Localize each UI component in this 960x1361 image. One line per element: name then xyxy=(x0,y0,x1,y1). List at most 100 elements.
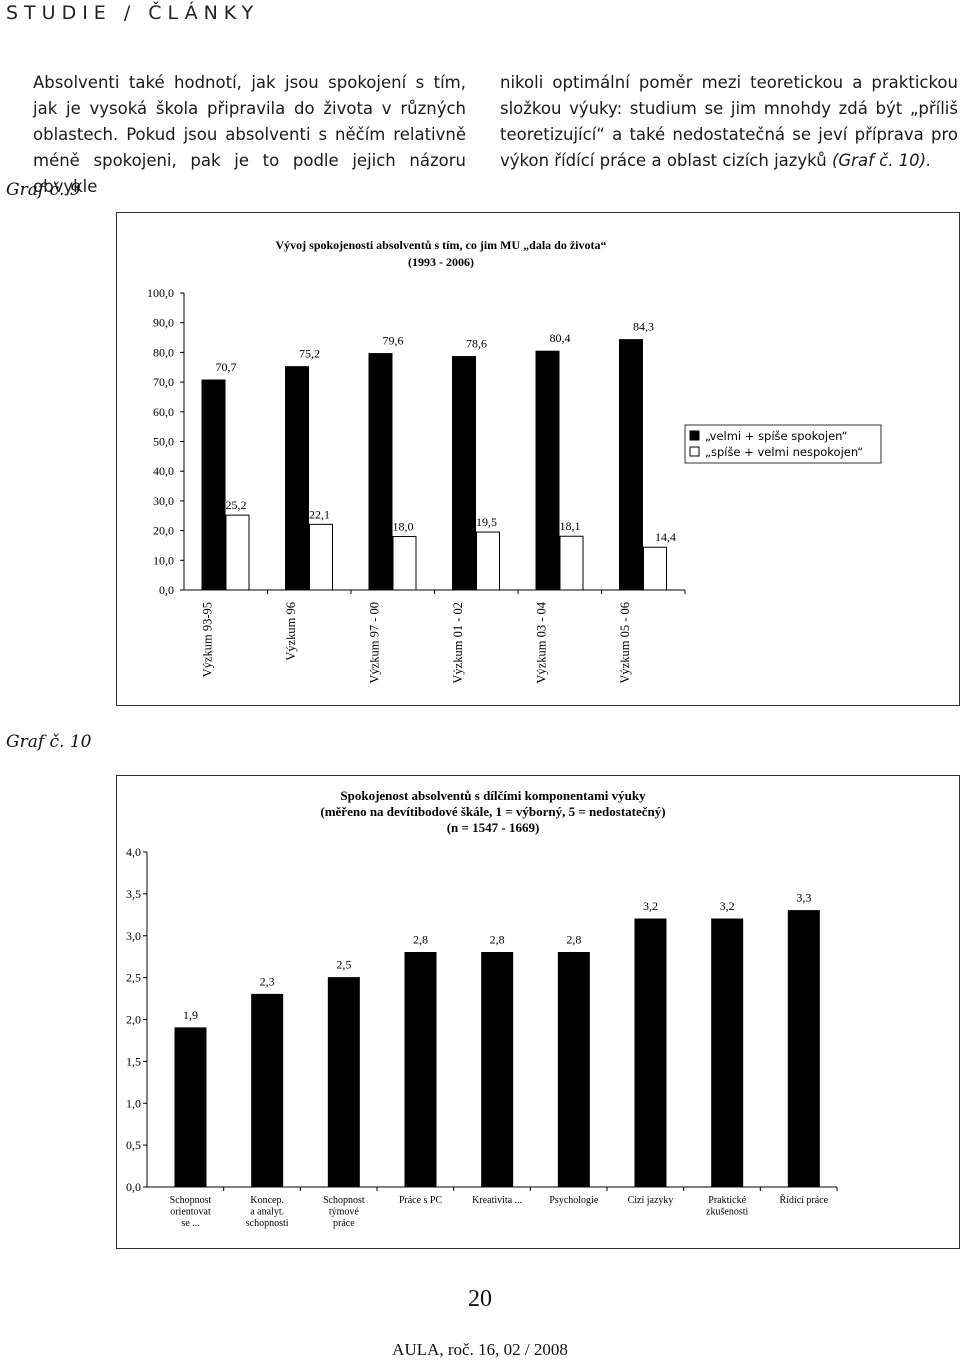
y-tick-label: 80,0 xyxy=(153,345,174,359)
x-category-label: Kreativita ... xyxy=(472,1195,522,1206)
data-label-satisfied: 84,3 xyxy=(633,320,654,334)
y-tick-label: 0,5 xyxy=(126,1138,141,1152)
bar-component xyxy=(404,952,437,1188)
y-tick-label: 70,0 xyxy=(153,375,174,389)
x-category-label: a analyt. xyxy=(250,1207,284,1218)
x-category-label: Výzkum 01 - 02 xyxy=(451,602,465,684)
bar-unsatisfied xyxy=(225,514,250,591)
x-category-label: Cizí jazyky xyxy=(628,1195,674,1206)
y-tick-label: 20,0 xyxy=(153,524,174,538)
body-text-right-main: nikoli optimální poměr mezi teoretickou … xyxy=(500,73,958,170)
x-category-label: Praktické xyxy=(708,1195,746,1206)
x-category-label: zkušenosti xyxy=(706,1207,748,1218)
page-number: 20 xyxy=(468,1286,492,1312)
x-category-label: se ... xyxy=(181,1218,199,1229)
graf10-caption: Graf č. 10 xyxy=(6,732,92,752)
y-tick-label: 100,0 xyxy=(147,286,174,300)
data-label-unsatisfied: 14,4 xyxy=(655,530,676,544)
y-tick-label: 3,5 xyxy=(126,887,141,901)
data-label: 2,5 xyxy=(336,958,351,972)
x-category-label: Schopnost xyxy=(170,1195,212,1206)
x-category-label: Výzkum 03 - 04 xyxy=(535,601,549,683)
x-category-label: Práce s PC xyxy=(399,1195,443,1206)
bar-satisfied xyxy=(285,366,309,591)
body-text-left: Absolventi také hodnotí, jak jsou spokoj… xyxy=(33,73,466,196)
data-label: 2,3 xyxy=(260,974,275,988)
y-tick-label: 30,0 xyxy=(153,494,174,508)
x-category-label: Psychologie xyxy=(549,1195,598,1206)
section-header: STUDIE / ČLÁNKY xyxy=(6,2,260,24)
bar-satisfied xyxy=(201,379,226,591)
y-tick-label: 0,0 xyxy=(126,1180,141,1194)
graf9-chart-frame: Vývoj spokojenosti absolventů s tím, co … xyxy=(116,212,960,706)
y-tick-label: 10,0 xyxy=(153,553,174,567)
data-label: 3,2 xyxy=(720,899,735,913)
bar-component xyxy=(711,918,744,1188)
x-category-label: Výzkum 97 - 00 xyxy=(368,602,382,684)
bar-satisfied xyxy=(535,350,560,591)
page-footer: AULA, roč. 16, 02 / 2008 xyxy=(392,1340,568,1359)
x-category-label: orientovat xyxy=(170,1207,211,1218)
bar-component xyxy=(634,918,667,1188)
data-label-unsatisfied: 25,2 xyxy=(226,498,247,512)
graf9-caption: Graf č. 9 xyxy=(6,180,81,200)
y-tick-label: 1,0 xyxy=(126,1096,141,1110)
data-label: 3,3 xyxy=(796,891,811,905)
graf10-title-line2: (měřeno na devítibodové škále, 1 = výbor… xyxy=(320,804,665,819)
graf9-title-line1: Vývoj spokojenosti absolventů s tím, co … xyxy=(275,238,606,252)
bar-unsatisfied xyxy=(309,523,333,591)
bar-component xyxy=(557,952,590,1188)
bar-unsatisfied xyxy=(643,546,667,591)
y-tick-label: 3,0 xyxy=(126,929,141,943)
data-label: 2,8 xyxy=(566,933,581,947)
graf10-title-line3: (n = 1547 - 1669) xyxy=(447,820,540,835)
data-label-satisfied: 75,2 xyxy=(299,347,320,361)
graf10-chart: Spokojenost absolventů s dílčími kompone… xyxy=(126,788,838,1229)
y-tick-label: 50,0 xyxy=(153,435,174,449)
data-label-unsatisfied: 19,5 xyxy=(476,515,497,529)
data-label: 2,8 xyxy=(490,933,505,947)
legend-label-unsatisfied: „spíše + velmi nespokojen“ xyxy=(705,445,863,459)
x-category-label: Výzkum 05 - 06 xyxy=(618,602,632,684)
y-tick-label: 40,0 xyxy=(153,464,174,478)
bar-satisfied xyxy=(619,339,643,591)
y-tick-label: 90,0 xyxy=(153,316,174,330)
data-label: 2,8 xyxy=(413,933,428,947)
legend-label-satisfied: „velmi + spíše spokojen“ xyxy=(705,429,848,443)
bar-unsatisfied xyxy=(559,535,584,591)
legend-swatch-unsatisfied xyxy=(689,446,700,457)
x-category-label: práce xyxy=(333,1218,355,1229)
x-category-label: Výzkum 93-95 xyxy=(201,602,215,677)
graf9-chart: Vývoj spokojenosti absolventů s tím, co … xyxy=(147,238,882,684)
bar-component xyxy=(174,1027,207,1188)
y-tick-label: 1,5 xyxy=(126,1054,141,1068)
y-tick-label: 2,0 xyxy=(126,1013,141,1027)
x-category-label: Koncep. xyxy=(250,1195,284,1206)
graf10-title-line1: Spokojenost absolventů s dílčími kompone… xyxy=(340,788,646,803)
graf10-reference: (Graf č. 10). xyxy=(831,151,932,170)
y-tick-label: 4,0 xyxy=(126,845,141,859)
bar-unsatisfied xyxy=(392,536,417,591)
bar-component xyxy=(481,952,514,1188)
data-label-satisfied: 80,4 xyxy=(550,331,571,345)
x-category-label: týmové xyxy=(329,1207,360,1218)
bar-component xyxy=(251,993,284,1188)
data-label: 3,2 xyxy=(643,899,658,913)
data-label: 1,9 xyxy=(183,1008,198,1022)
bar-satisfied xyxy=(368,353,393,591)
data-label-satisfied: 78,6 xyxy=(466,337,487,351)
legend-swatch-satisfied xyxy=(689,430,700,441)
graf10-chart-frame: Spokojenost absolventů s dílčími kompone… xyxy=(116,775,960,1249)
y-tick-label: 2,5 xyxy=(126,971,141,985)
y-tick-label: 60,0 xyxy=(153,405,174,419)
x-category-label: schopnosti xyxy=(246,1218,289,1229)
bar-unsatisfied xyxy=(476,531,500,591)
bar-component xyxy=(327,977,360,1188)
data-label-satisfied: 70,7 xyxy=(216,360,237,374)
body-text-right: nikoli optimální poměr mezi teoretickou … xyxy=(500,70,958,174)
bar-component xyxy=(787,910,820,1188)
y-tick-label: 0,0 xyxy=(159,583,174,597)
graf9-title-line2: (1993 - 2006) xyxy=(408,255,474,269)
graf9-legend: „velmi + spíše spokojen“ „spíše + velmi … xyxy=(684,424,882,464)
bar-satisfied xyxy=(452,356,476,591)
